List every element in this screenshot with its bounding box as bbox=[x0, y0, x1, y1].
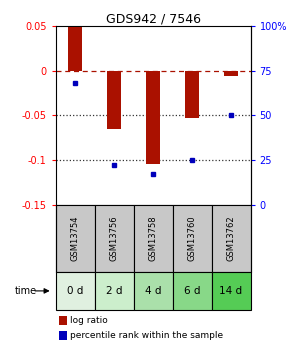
Text: GSM13760: GSM13760 bbox=[188, 215, 197, 261]
Bar bbox=[146, 71, 160, 165]
Bar bbox=[95, 272, 134, 310]
Bar bbox=[107, 71, 121, 129]
Bar bbox=[173, 205, 212, 272]
Text: 0 d: 0 d bbox=[67, 286, 83, 296]
Bar bbox=[68, 27, 82, 71]
Bar bbox=[134, 205, 173, 272]
Bar bbox=[212, 205, 251, 272]
Bar bbox=[56, 205, 95, 272]
Text: GSM13758: GSM13758 bbox=[149, 215, 158, 261]
Title: GDS942 / 7546: GDS942 / 7546 bbox=[105, 13, 201, 26]
Text: GSM13762: GSM13762 bbox=[226, 215, 236, 261]
Text: percentile rank within the sample: percentile rank within the sample bbox=[70, 331, 223, 340]
Bar bbox=[59, 331, 67, 340]
Bar bbox=[56, 272, 95, 310]
Bar bbox=[59, 316, 67, 325]
Text: GSM13756: GSM13756 bbox=[110, 215, 119, 261]
Text: log ratio: log ratio bbox=[70, 316, 108, 325]
Text: time: time bbox=[15, 286, 37, 296]
Bar bbox=[212, 272, 251, 310]
Bar bbox=[134, 272, 173, 310]
Bar bbox=[173, 272, 212, 310]
Text: GSM13754: GSM13754 bbox=[71, 216, 80, 261]
Bar bbox=[185, 71, 199, 118]
Bar bbox=[224, 71, 238, 76]
Text: 2 d: 2 d bbox=[106, 286, 122, 296]
Text: 14 d: 14 d bbox=[219, 286, 243, 296]
Text: 6 d: 6 d bbox=[184, 286, 200, 296]
Text: 4 d: 4 d bbox=[145, 286, 161, 296]
Bar bbox=[95, 205, 134, 272]
